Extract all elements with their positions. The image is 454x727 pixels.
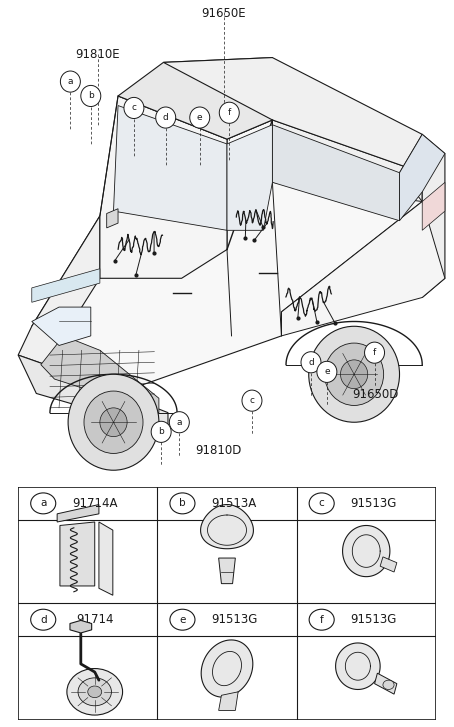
Circle shape	[170, 493, 195, 514]
Text: a: a	[177, 418, 182, 427]
Text: e: e	[324, 367, 330, 377]
Text: 91810E: 91810E	[75, 48, 120, 61]
Text: d: d	[163, 113, 168, 122]
Polygon shape	[99, 522, 113, 595]
Polygon shape	[100, 96, 227, 278]
Text: a: a	[68, 77, 73, 86]
Circle shape	[31, 493, 56, 514]
Text: c: c	[249, 396, 255, 405]
Text: f: f	[320, 615, 324, 624]
Polygon shape	[343, 526, 390, 577]
Circle shape	[242, 390, 262, 411]
Polygon shape	[219, 558, 235, 584]
Circle shape	[301, 352, 321, 373]
Circle shape	[309, 609, 334, 630]
Text: 91513G: 91513G	[211, 613, 257, 626]
Circle shape	[60, 71, 80, 92]
Circle shape	[219, 103, 239, 124]
Text: d: d	[308, 358, 314, 366]
Polygon shape	[32, 120, 422, 398]
Text: 91714A: 91714A	[72, 497, 118, 510]
Text: c: c	[319, 499, 325, 508]
Text: 91513G: 91513G	[350, 613, 396, 626]
Text: 91513A: 91513A	[211, 497, 257, 510]
Polygon shape	[32, 269, 100, 302]
Circle shape	[88, 686, 102, 698]
Polygon shape	[163, 57, 422, 168]
Polygon shape	[18, 216, 100, 365]
Polygon shape	[18, 355, 168, 432]
Text: 91714: 91714	[76, 613, 114, 626]
Polygon shape	[70, 620, 92, 633]
Circle shape	[68, 374, 159, 470]
Circle shape	[170, 609, 195, 630]
Text: e: e	[197, 113, 202, 122]
Polygon shape	[60, 522, 95, 586]
Circle shape	[383, 680, 394, 689]
Polygon shape	[375, 673, 397, 694]
Circle shape	[84, 391, 143, 454]
Circle shape	[100, 408, 127, 437]
Polygon shape	[32, 307, 91, 345]
Polygon shape	[336, 643, 380, 689]
Text: 91650D: 91650D	[352, 388, 398, 401]
Polygon shape	[114, 105, 227, 230]
Polygon shape	[422, 182, 445, 230]
Text: f: f	[227, 108, 231, 117]
Polygon shape	[201, 505, 253, 549]
Polygon shape	[272, 125, 400, 221]
Polygon shape	[219, 692, 238, 710]
Circle shape	[156, 107, 176, 128]
Circle shape	[81, 85, 101, 107]
Text: 91650E: 91650E	[202, 7, 246, 20]
Polygon shape	[118, 57, 272, 139]
Polygon shape	[380, 557, 397, 572]
Polygon shape	[281, 201, 445, 336]
Text: c: c	[131, 103, 137, 113]
Circle shape	[309, 326, 400, 422]
Text: 91513G: 91513G	[350, 497, 396, 510]
Circle shape	[78, 678, 111, 706]
Text: b: b	[179, 499, 186, 508]
Polygon shape	[57, 505, 99, 522]
Polygon shape	[41, 336, 159, 413]
Polygon shape	[107, 209, 118, 228]
Circle shape	[190, 107, 210, 128]
Text: f: f	[373, 348, 376, 357]
Polygon shape	[227, 125, 272, 230]
Circle shape	[169, 411, 189, 433]
Text: d: d	[40, 615, 46, 624]
Text: b: b	[158, 427, 164, 436]
Text: b: b	[88, 92, 94, 100]
Polygon shape	[422, 134, 445, 297]
Circle shape	[365, 342, 385, 364]
Circle shape	[317, 361, 337, 382]
Circle shape	[124, 97, 144, 119]
Circle shape	[151, 421, 171, 443]
Text: a: a	[40, 499, 46, 508]
Circle shape	[325, 343, 384, 406]
Circle shape	[340, 360, 368, 389]
Polygon shape	[400, 134, 445, 221]
Circle shape	[31, 609, 56, 630]
Text: e: e	[179, 615, 186, 624]
Circle shape	[67, 669, 123, 715]
Polygon shape	[118, 57, 272, 139]
Circle shape	[309, 493, 334, 514]
Polygon shape	[201, 640, 253, 697]
Polygon shape	[272, 120, 422, 201]
Text: 91810D: 91810D	[195, 443, 242, 457]
